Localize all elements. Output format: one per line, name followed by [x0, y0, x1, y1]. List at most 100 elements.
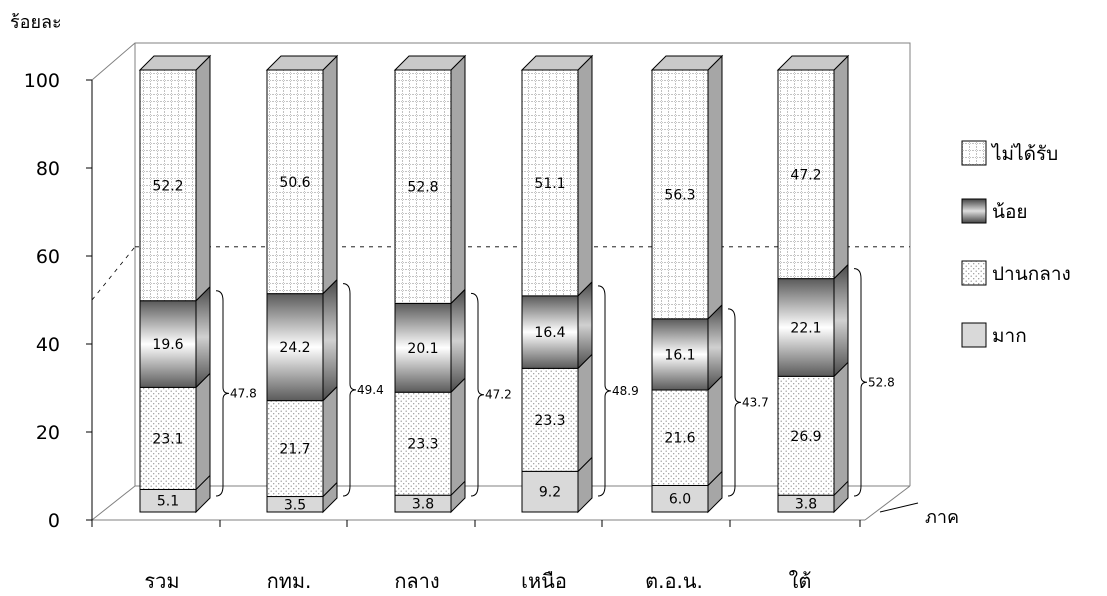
segment-value-label: 16.1: [664, 347, 695, 363]
bar-segment-side: [450, 377, 466, 497]
bar-segment-side: [322, 385, 338, 498]
bar-segment: [651, 69, 709, 320]
legend-item: น้อย: [961, 198, 1028, 224]
segment-value-label: 47.2: [790, 167, 821, 183]
legend-swatch: [961, 260, 987, 286]
segment-value-label: 16.4: [534, 325, 565, 341]
x-axis: รวม กทม. กลาง เหนือ ต.อ.น. ใต้: [91, 520, 861, 593]
bar-stack: 5.1 23.1 19.6 52.2 47.8: [138, 54, 257, 514]
segment-value-label: 21.7: [279, 442, 310, 458]
sum-bracket: [342, 283, 357, 497]
bar-segment-side: [450, 288, 466, 394]
label-backdrop: [524, 473, 576, 510]
segment-value-label: 50.6: [279, 175, 310, 191]
bar-segment: [139, 300, 197, 388]
bar-stack: 3.8 26.9 22.1 47.2 52.8: [776, 54, 895, 514]
segment-value-label: 24.2: [279, 340, 310, 356]
bar-top: [650, 55, 724, 71]
bar-stack: 3.8 23.3 20.1 52.8 47.2: [393, 54, 512, 514]
bar-segment-side: [707, 374, 723, 487]
bar-segment-side: [322, 278, 338, 402]
sum-bracket: [853, 268, 868, 497]
segment-value-label: 6.0: [669, 492, 691, 508]
bar-segment-side: [450, 54, 466, 305]
bar-segment: [651, 318, 709, 391]
bracket-total-label: 52.8: [868, 375, 895, 389]
segment-value-label: 52.8: [407, 180, 438, 196]
legend-label: น้อย: [992, 201, 1028, 223]
label-backdrop: [780, 497, 832, 510]
x-category-label: ใต้: [789, 569, 812, 593]
segment-value-label: 3.8: [412, 497, 434, 513]
y-tick-label: 100: [24, 70, 60, 92]
bar-segment-side: [195, 285, 211, 389]
x-category-label: กลาง: [394, 569, 439, 593]
bracket-total-label: 47.8: [230, 386, 257, 400]
bar-segment: [521, 367, 579, 472]
bar-segment-side: [833, 361, 849, 497]
bar-stack: 3.5 21.7 24.2 50.6 49.4: [265, 54, 384, 513]
segment-value-label: 19.6: [152, 337, 183, 353]
y-tick-label: 60: [36, 246, 60, 268]
segment-value-label: 56.3: [664, 187, 695, 203]
legend-swatch: [961, 198, 987, 224]
segment-value-label: 23.1: [152, 431, 183, 447]
x-category-label: ต.อ.น.: [645, 569, 703, 593]
segment-value-label: 22.1: [790, 320, 821, 336]
bar-segment: [139, 386, 197, 490]
segment-value-label: 51.1: [534, 176, 565, 192]
x-category-label: รวม: [144, 569, 179, 593]
segment-value-label: 9.2: [539, 485, 561, 501]
bracket-total-label: 47.2: [485, 388, 512, 402]
legend-label: ปานกลาง: [992, 263, 1071, 285]
bar-segment: [266, 69, 324, 295]
bar-stack: 9.2 23.3 16.4 51.1 48.9: [520, 54, 639, 514]
x-category-label: กทม.: [267, 569, 312, 593]
legend-swatch: [961, 140, 987, 166]
legend-item: มาก: [961, 322, 1027, 348]
bar-segment-side: [577, 54, 593, 298]
bar-top: [265, 55, 339, 71]
bracket-total-label: 43.7: [742, 395, 769, 409]
bar-top: [776, 55, 850, 71]
bar-segment: [266, 293, 324, 402]
bar-segment-side: [195, 372, 211, 491]
y-axis: 0 20 40 60 80 100: [24, 70, 92, 532]
bar-top: [138, 55, 212, 71]
legend-item: ปานกลาง: [961, 260, 1071, 286]
segment-value-label: 23.3: [407, 437, 438, 453]
bar-segment-side: [195, 54, 211, 302]
segment-value-label: 3.8: [795, 497, 817, 513]
bracket-total-label: 48.9: [612, 384, 639, 398]
label-backdrop: [397, 497, 449, 510]
bar-segment-side: [833, 263, 849, 378]
legend-label: มาก: [992, 325, 1027, 347]
legend-label: ไม่ได้รับ: [990, 143, 1058, 165]
label-backdrop: [654, 487, 706, 510]
segment-value-label: 26.9: [790, 429, 821, 445]
x-axis-title-connector: [879, 502, 919, 513]
segment-value-label: 20.1: [407, 341, 438, 357]
bar-segment: [521, 295, 579, 369]
reference-line-side: [91, 246, 136, 301]
bar-segment: [777, 278, 835, 377]
y-tick-label: 80: [36, 158, 60, 180]
label-backdrop: [269, 498, 321, 510]
sum-bracket: [597, 285, 612, 497]
segment-value-label: 23.3: [534, 413, 565, 429]
legend-item: ไม่ได้รับ: [961, 140, 1058, 166]
bar-segment-side: [577, 280, 593, 370]
bar-top: [393, 55, 467, 71]
bar-segment-side: [833, 54, 849, 280]
sum-bracket: [727, 308, 742, 497]
sum-bracket: [470, 292, 485, 497]
bars: 5.123.119.652.247.83.521.724.250.649.43.…: [138, 54, 895, 514]
bar-stack: 6.0 21.6 16.1 56.3 43.7: [650, 54, 769, 514]
y-tick-label: 40: [36, 334, 60, 356]
x-axis-title: ภาค: [925, 507, 959, 528]
bar-segment: [777, 375, 835, 496]
bar-segment-side: [707, 303, 723, 392]
bar-segment-side: [707, 54, 723, 321]
bar-segment-side: [577, 353, 593, 473]
